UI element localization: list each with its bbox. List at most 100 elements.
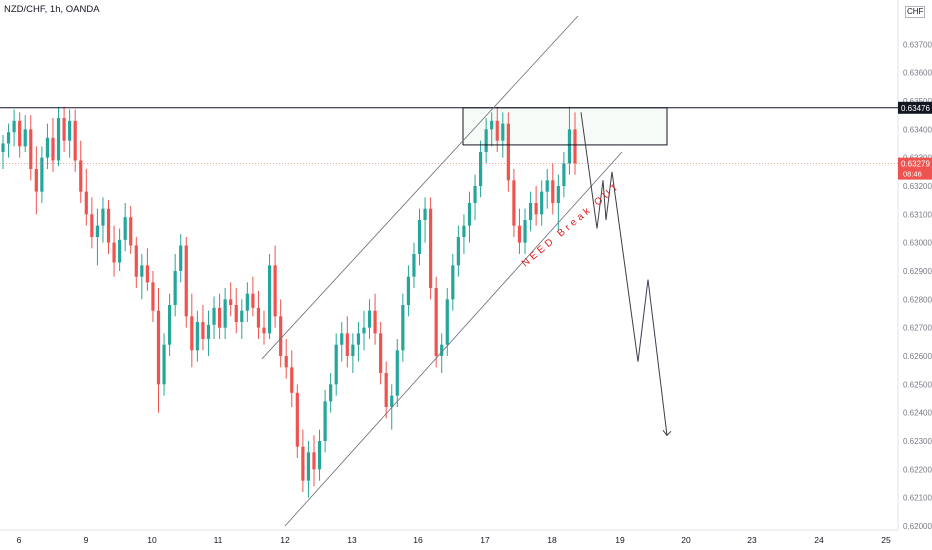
candle-body — [401, 305, 405, 351]
y-tick-label: 0.62900 — [903, 267, 932, 276]
candle-body — [106, 208, 111, 243]
candle — [140, 254, 144, 300]
candle-body — [234, 305, 238, 322]
candle-body — [45, 137, 50, 158]
candle — [101, 197, 105, 243]
candle — [229, 282, 233, 317]
candle — [528, 191, 533, 232]
candle — [51, 118, 55, 172]
candle-body — [79, 160, 83, 192]
candle — [267, 254, 272, 339]
candle-body — [367, 310, 372, 328]
candle — [23, 115, 27, 152]
candle — [356, 322, 361, 362]
candle-body — [484, 129, 488, 152]
candle-body — [162, 344, 166, 385]
candle-body — [195, 322, 199, 351]
time-axis[interactable]: 6 9 10 11 12 13 16 17 18 19 20 23 24 25 — [0, 529, 898, 545]
candle — [512, 169, 516, 237]
candle — [106, 200, 111, 254]
candle-body — [523, 220, 527, 243]
candle — [18, 112, 22, 158]
candle-body — [217, 307, 222, 328]
currency-badge[interactable]: CHF — [905, 6, 926, 18]
candle — [501, 112, 505, 158]
candle-body — [156, 310, 161, 385]
candle — [317, 429, 322, 481]
candle-body — [312, 452, 316, 470]
candle-body — [573, 129, 577, 164]
candle — [478, 140, 483, 198]
candle-body — [73, 120, 77, 161]
annotation-need-breakout: NEED Break OUT — [520, 180, 623, 269]
candle — [62, 106, 66, 152]
y-tick-label: 0.63100 — [903, 210, 932, 219]
candle — [45, 123, 50, 169]
candle-body — [434, 288, 438, 356]
candle-body — [551, 180, 555, 203]
candle-body — [101, 208, 105, 226]
candle-body — [451, 265, 455, 300]
candle-body — [317, 441, 322, 470]
candle — [345, 316, 349, 368]
x-tick-label: 13 — [347, 535, 357, 545]
x-tick-label: 23 — [747, 535, 757, 545]
candle — [423, 197, 427, 243]
candle — [68, 109, 72, 158]
y-tick-label: 0.62800 — [903, 295, 932, 304]
candle — [440, 333, 444, 373]
candle-body — [467, 203, 472, 226]
supply-zone-box — [462, 107, 668, 146]
y-tick-label: 0.63700 — [903, 40, 932, 49]
candle-body — [62, 118, 66, 141]
projection-arrow-head — [662, 430, 672, 437]
candle-body — [356, 333, 361, 345]
symbol-title[interactable]: NZD/CHF, 1h, OANDA — [4, 4, 100, 15]
current-price-tag — [898, 157, 932, 180]
candle-body — [129, 217, 133, 246]
candle-body — [556, 186, 560, 203]
projection-path — [580, 112, 668, 436]
candle-body — [262, 327, 266, 334]
candle-body — [212, 307, 216, 325]
candle-body — [406, 276, 410, 305]
candle-body — [306, 452, 311, 481]
candle-body — [229, 299, 233, 305]
candle — [162, 333, 166, 396]
candle — [573, 112, 577, 175]
candle-body — [123, 217, 127, 240]
candle — [462, 214, 466, 254]
candle-body — [273, 265, 277, 317]
x-tick-label: 19 — [615, 535, 625, 545]
candle — [12, 109, 16, 147]
candle — [279, 299, 283, 368]
x-tick-label: 25 — [881, 535, 891, 545]
candle-body — [68, 120, 72, 141]
candle-body — [429, 208, 433, 288]
candle-body — [290, 367, 294, 393]
candle-body — [6, 132, 11, 144]
candle-body — [168, 305, 172, 345]
candle — [245, 282, 249, 322]
candle — [445, 288, 449, 356]
candle — [329, 373, 333, 413]
candle-body — [284, 356, 288, 368]
candle — [273, 245, 277, 328]
candle-body — [478, 152, 483, 186]
x-tick-label: 16 — [413, 535, 423, 545]
candle-body — [384, 373, 388, 407]
candle — [223, 288, 227, 339]
candle-body — [206, 324, 211, 339]
y-tick-label: 0.62600 — [903, 352, 932, 361]
candle — [551, 163, 555, 215]
price-axis[interactable]: 0.637000.636000.635000.634000.633000.632… — [897, 0, 932, 531]
candle-body — [118, 239, 122, 263]
candle-body — [334, 344, 338, 385]
candle-body — [223, 299, 227, 328]
candle-body — [12, 120, 16, 133]
candle-body — [134, 245, 138, 277]
candle — [195, 310, 199, 362]
candle — [429, 197, 433, 300]
